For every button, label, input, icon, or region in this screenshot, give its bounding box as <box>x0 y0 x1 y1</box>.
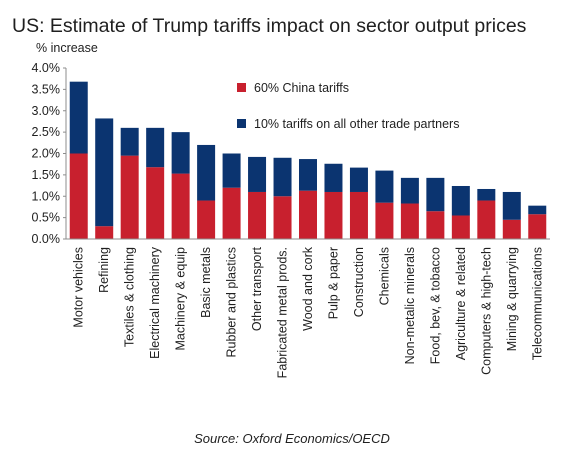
bar-segment-series-1 <box>324 191 343 239</box>
x-category-label: Computers & high-tech <box>479 247 493 375</box>
bar-segment-series-2 <box>477 188 496 201</box>
y-tick-label: 1.5% <box>32 168 61 182</box>
chart-title: US: Estimate of Trump tariffs impact on … <box>12 15 527 37</box>
bar-segment-series-2 <box>69 81 88 154</box>
bar-segment-series-2 <box>349 167 368 192</box>
bar-segment-series-1 <box>349 191 368 239</box>
bar-segment-series-2 <box>146 127 165 168</box>
legend-label: 60% China tariffs <box>254 81 349 95</box>
bar-segment-series-2 <box>197 144 216 201</box>
bar-segment-series-1 <box>400 203 419 239</box>
x-category-label: Food, bev, & tobacco <box>428 247 442 364</box>
x-category-label: Construction <box>352 247 366 317</box>
x-category-label: Pulp & paper <box>326 247 340 319</box>
x-category-label: Mining & quarrying <box>505 247 519 351</box>
bar-segment-series-1 <box>426 211 445 239</box>
source-note: Source: Oxford Economics/OECD <box>194 431 390 446</box>
x-category-label: Non-metalic minerals <box>403 247 417 364</box>
x-category-label: Refining <box>97 247 111 293</box>
bar-segment-series-2 <box>299 159 317 191</box>
bar-segment-series-1 <box>375 202 394 239</box>
bar-segment-series-2 <box>95 118 114 227</box>
bar-segment-series-1 <box>502 219 521 239</box>
x-category-label: Motor vehicles <box>72 247 86 328</box>
bar-segment-series-2 <box>502 191 521 220</box>
legend-swatch <box>237 83 246 92</box>
y-tick-label: 4.0% <box>32 61 61 75</box>
bar-segment-series-1 <box>222 187 241 239</box>
x-category-label: Rubber and plastics <box>225 247 239 357</box>
y-tick-label: 0.5% <box>32 211 61 225</box>
bar-segment-series-1 <box>299 190 317 239</box>
y-tick-label: 3.5% <box>32 82 61 96</box>
legend-label: 10% tariffs on all other trade partners <box>254 117 459 131</box>
bar-segment-series-1 <box>528 214 547 239</box>
x-category-label: Basic metals <box>199 247 213 318</box>
x-category-label: Telecommunications <box>530 247 544 360</box>
bar-segment-series-2 <box>171 132 190 174</box>
bar-segment-series-1 <box>451 215 470 239</box>
x-category-label: Textiles & clothing <box>123 247 137 347</box>
bar-segment-series-2 <box>248 156 267 192</box>
bar-segment-series-1 <box>146 167 165 239</box>
bar-segment-series-1 <box>273 196 292 239</box>
bar-segment-series-1 <box>477 200 496 239</box>
legend: 60% China tariffs 10% tariffs on all othe… <box>237 81 459 131</box>
y-unit-label: % increase <box>36 41 98 55</box>
bar-segment-series-2 <box>324 163 343 192</box>
plot-area: 0.0% 0.5% 1.0% 1.5% 2.0% 2.5% 3.0% 3.5% 4.0% Moto… <box>32 61 550 378</box>
x-category-label: Machinery & equip <box>174 247 188 351</box>
y-tick-label: 1.0% <box>32 189 61 203</box>
bar-segment-series-1 <box>248 191 267 239</box>
x-category-label: Electrical machinery <box>148 246 162 359</box>
bar-segment-series-2 <box>528 205 547 215</box>
y-tick-label: 2.0% <box>32 147 61 161</box>
bar-segment-series-1 <box>197 200 216 239</box>
legend-swatch <box>237 119 246 128</box>
y-tick-label: 0.0% <box>32 232 61 246</box>
y-tick-label: 3.0% <box>32 104 61 118</box>
x-category-label: Agriculture & related <box>454 247 468 360</box>
y-tick-label: 2.5% <box>32 125 61 139</box>
bar-segment-series-2 <box>375 170 394 203</box>
bar-segment-series-1 <box>120 155 139 239</box>
bar-segment-series-1 <box>95 226 114 239</box>
bar-segment-series-2 <box>400 177 419 204</box>
bar-segment-series-1 <box>171 173 190 239</box>
x-category-label: Other transport <box>250 246 264 331</box>
bar-segment-series-2 <box>222 153 241 188</box>
bar-segment-series-2 <box>451 185 470 216</box>
bar-segment-series-2 <box>426 177 445 212</box>
x-category-label: Wood and cork <box>301 246 315 331</box>
bar-segment-series-1 <box>69 153 88 239</box>
bar-segment-series-2 <box>273 157 292 197</box>
x-category-label: Fabricated metal prods. <box>276 247 290 378</box>
bar-segment-series-2 <box>120 127 139 156</box>
x-category-label: Chemicals <box>377 247 391 305</box>
